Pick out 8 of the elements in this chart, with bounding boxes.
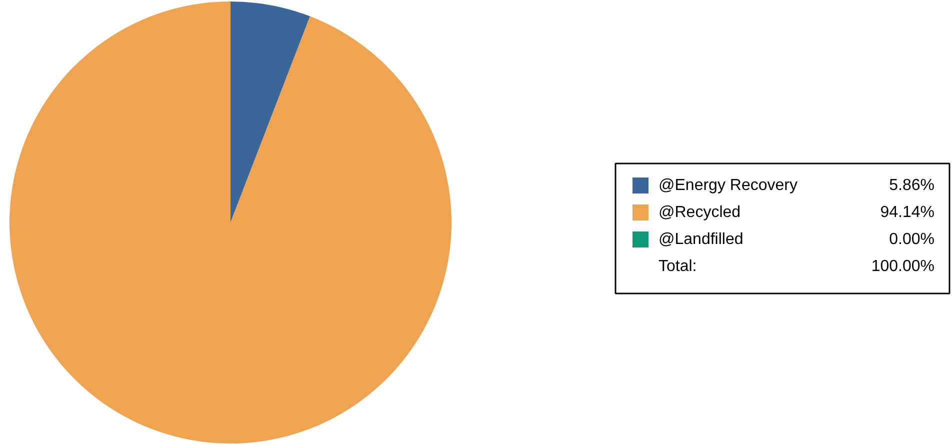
data-label: 94.14% xyxy=(880,204,934,221)
legend-label: @Recycled xyxy=(658,204,741,221)
legend-label: @Landfilled xyxy=(658,231,744,248)
text: 0.00% xyxy=(889,231,935,248)
legend-label: @Energy Recovery xyxy=(658,177,798,194)
text: 100.00% xyxy=(871,258,935,275)
data-label: 5.86% xyxy=(889,177,935,194)
text: Total: xyxy=(658,258,697,275)
